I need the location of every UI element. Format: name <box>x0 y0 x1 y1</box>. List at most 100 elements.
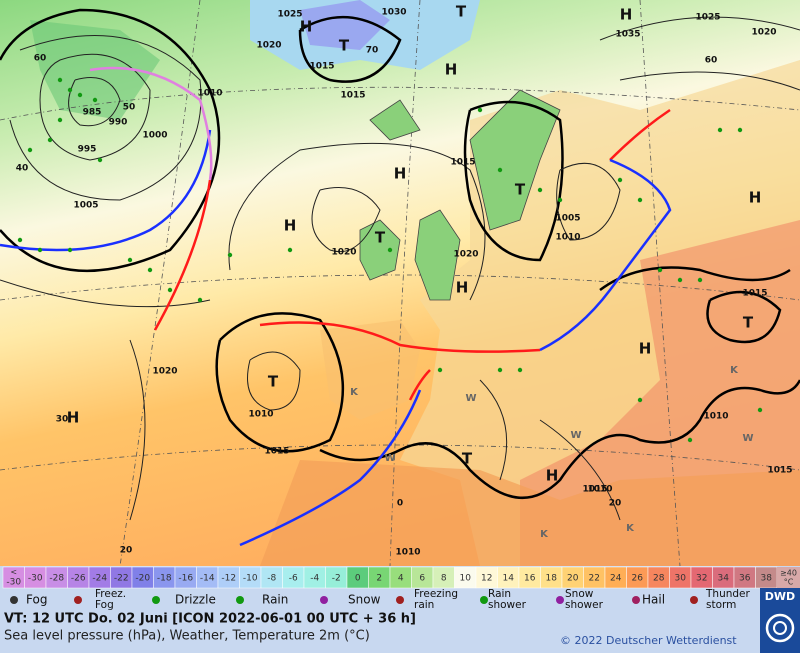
scale-label: -4 <box>310 574 319 584</box>
rain-symbol <box>677 277 683 283</box>
rain-symbol <box>37 247 43 253</box>
cold-front-2 <box>239 158 672 547</box>
scale-label: -26 <box>71 574 86 584</box>
scale-label: 10 <box>460 574 472 584</box>
isobar-label: 70 <box>366 46 379 56</box>
isobar-label: 1010 <box>555 233 580 243</box>
weather-symbol <box>236 596 244 604</box>
rain-symbol <box>47 137 53 143</box>
pressure-center: H <box>456 279 469 297</box>
rain-symbol <box>657 267 663 273</box>
scale-label: 12 <box>481 574 492 584</box>
rain-symbol <box>757 407 763 413</box>
weather-symbol <box>690 596 698 604</box>
scale-label: -6 <box>289 574 298 584</box>
isobar-label: 1020 <box>152 367 177 377</box>
isobar-label: 1030 <box>381 8 406 18</box>
rain-symbol <box>437 367 443 373</box>
weather-symbol <box>556 596 564 604</box>
pressure-center: H <box>445 61 458 79</box>
weather-symbol <box>320 596 328 604</box>
weather-code: W <box>465 393 476 404</box>
rain-symbol <box>27 147 33 153</box>
pressure-center: H <box>67 409 80 427</box>
isobar-label: 60 <box>34 54 47 64</box>
weather-code: W <box>384 453 395 464</box>
weather-legend-label: Rain <box>262 593 288 607</box>
weather-legend-label: Snow <box>565 588 594 600</box>
weather-code: K <box>540 529 549 540</box>
rain-symbol <box>687 437 693 443</box>
rain-symbol <box>617 177 623 183</box>
weather-legend-label: Hail <box>642 593 665 607</box>
scale-label: 4 <box>398 574 404 584</box>
scale-label: -14 <box>200 574 215 584</box>
isobar-label: 50 <box>123 103 136 113</box>
isobar-label: 990 <box>109 118 128 128</box>
scale-low-label: < <box>10 568 17 577</box>
north-africa <box>260 460 800 566</box>
scale-label: 2 <box>376 574 382 584</box>
isobar-label: 1015 <box>582 485 607 495</box>
isobar-label: 1020 <box>331 248 356 258</box>
pressure-center: T <box>375 229 386 247</box>
scale-label: 32 <box>696 574 707 584</box>
rain-symbol <box>537 187 543 193</box>
isobar-label: 1020 <box>256 41 281 51</box>
isobar-label: 1010 <box>703 412 728 422</box>
rain-symbol <box>17 237 23 243</box>
weather-legend-label: Fog <box>26 593 47 607</box>
occlusion <box>89 66 213 181</box>
isobar-label: 1000 <box>142 131 167 141</box>
weather-symbol <box>396 596 404 604</box>
scale-label: -30 <box>6 578 21 588</box>
scale-label: 14 <box>503 574 515 584</box>
isobar-label: 20 <box>609 499 622 509</box>
weather-legend-label: Thunder <box>705 588 751 600</box>
scale-label: 18 <box>546 574 558 584</box>
rain-symbol <box>67 87 73 93</box>
rain-symbol <box>497 167 503 173</box>
iberia <box>320 320 420 420</box>
pressure-center: T <box>339 37 350 55</box>
scale-label: -2 <box>332 574 341 584</box>
scale-label: -24 <box>92 574 107 584</box>
pressure-center: H <box>300 18 313 36</box>
pressure-center: T <box>743 314 754 332</box>
pressure-center: H <box>639 340 652 358</box>
weather-legend-label: Freez. <box>95 588 126 600</box>
rain-symbol <box>127 257 133 263</box>
scale-label: -18 <box>157 574 172 584</box>
scale-label: 24 <box>610 574 622 584</box>
isobar-label: 1010 <box>248 410 273 420</box>
pressure-center: H <box>546 467 559 485</box>
weather-legend-label: shower <box>565 599 604 611</box>
isobar-label: 0 <box>397 499 403 509</box>
scale-label: -12 <box>221 574 236 584</box>
weather-symbol <box>10 596 18 604</box>
dwd-logo-text: DWD <box>765 590 795 603</box>
warm-front-2 <box>259 108 671 401</box>
rain-symbol <box>717 127 723 133</box>
scale-label: -10 <box>243 574 258 584</box>
scale-label: 0 <box>355 574 361 584</box>
weather-legend-label: Fog <box>95 599 114 611</box>
isobar-label: 1015 <box>340 91 365 101</box>
isobar-label: 1015 <box>742 289 767 299</box>
scale-label: 16 <box>524 574 536 584</box>
rain-symbol <box>637 197 643 203</box>
pressure-center: H <box>394 165 407 183</box>
isobar-label: 40 <box>16 164 29 174</box>
weather-legend-label: Snow <box>348 593 381 607</box>
scale-label: 28 <box>653 574 665 584</box>
copyright: © 2022 Deutscher Wetterdienst <box>560 634 737 647</box>
weather-legend-label: Rain <box>488 588 511 600</box>
rain-symbol <box>227 252 233 258</box>
pressure-center: T <box>515 181 526 199</box>
isobar-label: 1015 <box>264 447 289 457</box>
pressure-center: T <box>456 3 467 21</box>
rain-symbol <box>477 107 483 113</box>
isobar-label: 1020 <box>751 28 776 38</box>
